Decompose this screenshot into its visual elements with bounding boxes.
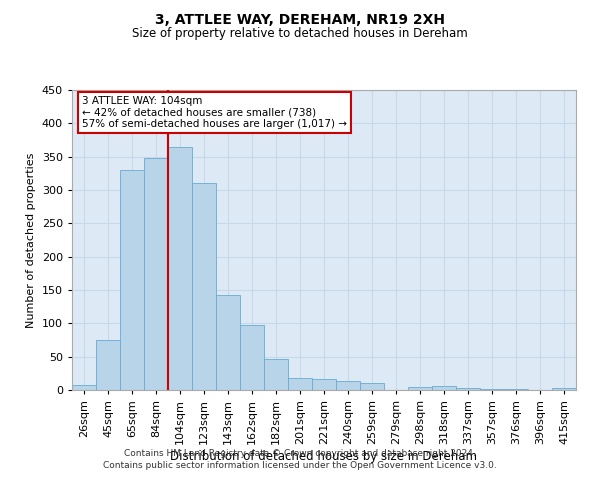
Bar (336, 380, 360, 390)
Bar (312, 378, 336, 390)
Bar (96, 340, 120, 390)
Bar (120, 170, 144, 390)
Y-axis label: Number of detached properties: Number of detached properties (26, 152, 36, 328)
Bar (552, 388, 576, 390)
Bar (168, 146, 192, 390)
Text: 3, ATTLEE WAY, DEREHAM, NR19 2XH: 3, ATTLEE WAY, DEREHAM, NR19 2XH (155, 12, 445, 26)
Bar (240, 326, 264, 390)
X-axis label: Distribution of detached houses by size in Dereham: Distribution of detached houses by size … (170, 450, 478, 462)
Bar (360, 382, 384, 390)
Bar (456, 388, 480, 390)
Text: Size of property relative to detached houses in Dereham: Size of property relative to detached ho… (132, 28, 468, 40)
Bar (480, 388, 504, 390)
Bar (216, 294, 240, 390)
Bar (408, 386, 432, 390)
Bar (432, 386, 456, 390)
Bar (144, 158, 168, 390)
Bar (264, 360, 288, 390)
Text: Contains public sector information licensed under the Open Government Licence v3: Contains public sector information licen… (103, 461, 497, 470)
Bar (72, 386, 96, 390)
Text: 3 ATTLEE WAY: 104sqm
← 42% of detached houses are smaller (738)
57% of semi-deta: 3 ATTLEE WAY: 104sqm ← 42% of detached h… (82, 96, 347, 129)
Bar (288, 378, 312, 390)
Text: Contains HM Land Registry data © Crown copyright and database right 2024.: Contains HM Land Registry data © Crown c… (124, 448, 476, 458)
Bar (192, 184, 216, 390)
